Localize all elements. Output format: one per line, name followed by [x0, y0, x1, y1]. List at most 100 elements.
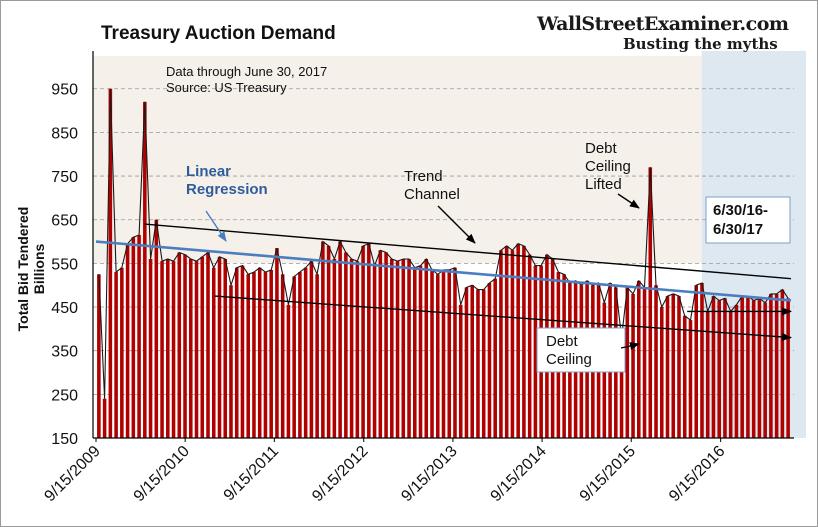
- bar: [321, 241, 325, 438]
- bar: [395, 261, 400, 438]
- bar: [326, 245, 331, 438]
- bar: [418, 265, 423, 438]
- bar: [384, 252, 388, 438]
- bar: [677, 296, 681, 438]
- y-tick-label: 250: [51, 387, 78, 404]
- bar: [269, 269, 273, 438]
- bar: [131, 237, 136, 438]
- y-tick-label: 150: [51, 431, 78, 448]
- bar: [257, 267, 262, 438]
- regression-pointer: [205, 210, 227, 242]
- bar: [200, 256, 205, 438]
- bar: [143, 101, 147, 438]
- bar: [413, 267, 417, 438]
- bar: [470, 285, 474, 438]
- bar: [194, 261, 199, 438]
- bar: [774, 293, 779, 438]
- x-tick-label: 9/15/2016: [666, 443, 728, 505]
- brand-name: WallStreetExaminer.com: [537, 13, 789, 35]
- bar: [458, 304, 463, 438]
- bar: [476, 289, 480, 438]
- bar: [682, 315, 687, 438]
- bar: [183, 254, 187, 438]
- bar: [694, 285, 699, 438]
- bar: [108, 88, 113, 438]
- period-box: [705, 196, 791, 244]
- x-tick-label: 9/15/2015: [577, 443, 639, 505]
- bar: [344, 252, 348, 438]
- bar: [430, 269, 434, 438]
- trend-channel-lower-line: [214, 295, 792, 341]
- bar: [171, 261, 176, 438]
- debt-ceiling-lifted-pointer: [617, 193, 640, 209]
- bar: [211, 267, 216, 438]
- trend-channel-pointer: [437, 205, 476, 244]
- bar: [206, 252, 210, 438]
- x-tick-label: 9/15/2009: [41, 443, 103, 505]
- bar: [234, 267, 239, 438]
- bar: [102, 398, 107, 438]
- y-tick-label: 450: [51, 300, 78, 317]
- bar: [229, 285, 233, 438]
- bar: [533, 265, 538, 438]
- bar: [137, 234, 141, 438]
- bar: [763, 302, 767, 438]
- source-note: Data through June 30, 2017 Source: US Tre…: [166, 64, 327, 95]
- bar: [298, 272, 302, 438]
- period-label: 6/30/16-6/30/17: [713, 202, 768, 238]
- y-tick-label: 850: [51, 125, 78, 142]
- bar: [367, 243, 371, 438]
- bar: [510, 250, 515, 438]
- bar: [665, 296, 670, 438]
- trend-channel-label: Trend Channel: [404, 168, 460, 203]
- bar: [166, 259, 170, 438]
- bar: [355, 261, 360, 438]
- bar: [309, 261, 314, 438]
- bar: [435, 274, 440, 438]
- chart-title: Treasury Auction Demand: [101, 23, 336, 44]
- bar: [263, 272, 268, 438]
- bar: [786, 298, 790, 438]
- x-tick-label: 9/15/2010: [131, 443, 193, 505]
- bar: [223, 259, 228, 438]
- bar: [734, 304, 739, 438]
- bar: [378, 250, 383, 438]
- bar: [499, 250, 503, 438]
- bar: [160, 261, 164, 438]
- y-axis-label: Total Bid TenderedBillions: [15, 207, 47, 332]
- regression-label: Linear Regression: [186, 163, 268, 198]
- bar: [275, 248, 279, 438]
- bar: [711, 296, 716, 438]
- bar: [286, 304, 291, 438]
- bar: [717, 300, 721, 438]
- debt-ceiling-lifted-label: Debt Ceiling Lifted: [585, 140, 631, 193]
- bar: [424, 259, 429, 438]
- bar: [705, 311, 710, 438]
- bar: [740, 296, 744, 438]
- bar: [527, 254, 532, 438]
- x-tick-label: 9/15/2012: [309, 443, 371, 505]
- bar: [441, 269, 446, 438]
- background-band: [93, 56, 794, 264]
- bar: [332, 259, 337, 438]
- bar: [481, 289, 486, 438]
- bar: [780, 289, 785, 438]
- x-tick-label: 9/15/2013: [398, 443, 460, 505]
- bar: [453, 267, 457, 438]
- trend-channel-upper-line: [144, 223, 792, 280]
- bar: [401, 259, 406, 438]
- bar: [487, 283, 492, 438]
- bar: [246, 274, 250, 438]
- bar: [361, 245, 365, 438]
- bar: [390, 259, 394, 438]
- bar: [154, 219, 159, 438]
- bar: [240, 265, 245, 438]
- bar: [671, 293, 676, 438]
- bar: [619, 337, 624, 438]
- bar: [188, 259, 193, 438]
- y-tick-label: 750: [51, 169, 78, 186]
- bar: [654, 285, 658, 438]
- bar: [97, 274, 101, 438]
- bar: [303, 267, 308, 438]
